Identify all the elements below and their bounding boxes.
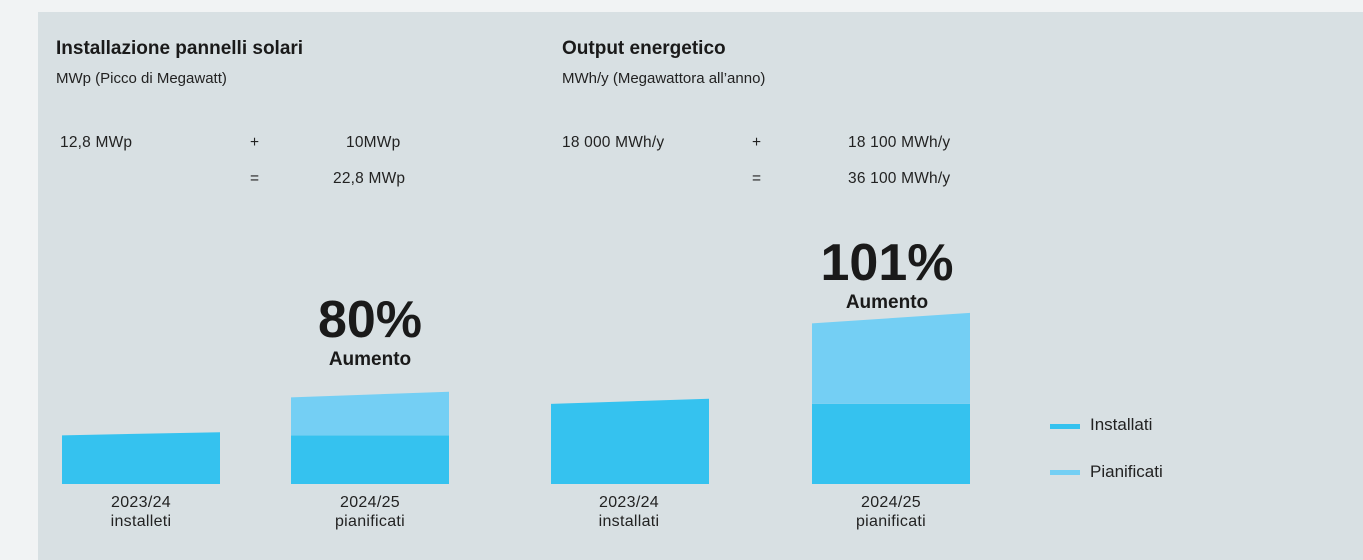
installed-output-value: 18 000 MWh/y [562,134,665,151]
capacity-increase-percent: 80% [317,291,423,349]
planned-capacity-value: 10MWp [346,134,401,151]
category-status: pianificati [855,513,926,530]
bar-capacity-2024-planned [291,391,449,436]
plus-sign: + [752,134,762,151]
installed-capacity-value: 12,8 MWp [60,134,133,151]
category-label-left-2024: 2024/25 pianificati [270,493,470,531]
plus-sign: + [250,134,260,151]
category-label-right-2023: 2023/24 installati [529,493,729,531]
bar-output-2023-installed [551,398,709,484]
category-status: pianificati [334,513,405,530]
bar-capacity-2024-installed [291,435,449,484]
equals-sign: = [752,170,762,187]
bar-output-2024-installed [812,403,970,484]
capacity-increase-label: Aumento [328,349,412,370]
legend-installed-swatch [1050,424,1080,429]
category-label-left-2023: 2023/24 installeti [41,493,241,531]
category-year: 2023/24 [599,494,659,511]
legend-planned-swatch [1050,470,1080,475]
bar-capacity-2023-installed [62,432,220,484]
category-status: installati [598,513,660,530]
bar-output-2024-planned [812,312,970,404]
legend-installed-label: Installati [1090,415,1153,434]
energy-output-subtitle: MWh/y (Megawattora all’anno) [562,70,766,87]
solar-installation-title: Installazione pannelli solari [56,38,304,59]
planned-output-value: 18 100 MWh/y [848,134,951,151]
solar-installation-subtitle: MWp (Picco di Megawatt) [56,70,227,87]
total-output-value: 36 100 MWh/y [848,170,951,187]
output-increase-percent: 101% [820,234,954,292]
category-status: installeti [110,513,172,530]
legend-planned-label: Pianificati [1090,462,1163,481]
equals-sign: = [250,170,260,187]
total-capacity-value: 22,8 MWp [333,170,406,187]
output-increase-label: Aumento [845,292,929,313]
category-year: 2024/25 [861,494,921,511]
category-label-right-2024: 2024/25 pianificati [791,493,991,531]
energy-output-title: Output energetico [562,38,726,59]
category-year: 2023/24 [111,494,171,511]
category-year: 2024/25 [340,494,400,511]
